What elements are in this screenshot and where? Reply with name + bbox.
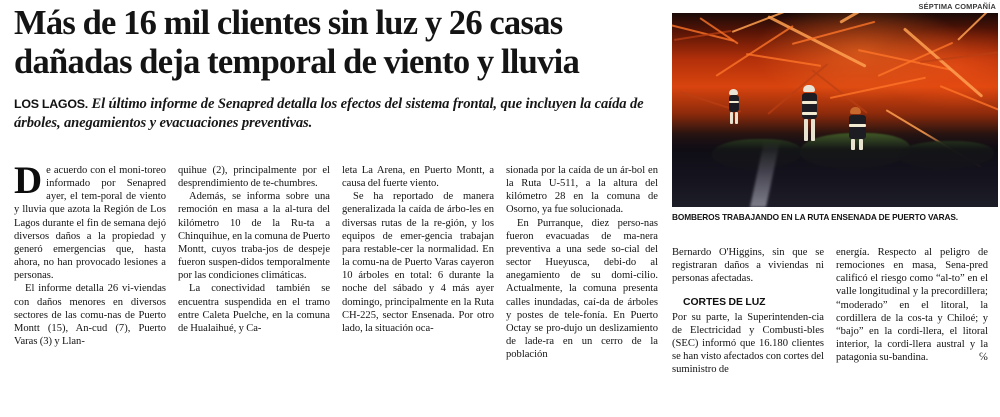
section-subheading: CORTES DE LUZ <box>683 297 766 309</box>
body-column-3: leta La Arena, en Puerto Montt, a causa … <box>342 164 494 335</box>
end-mark-ornament: ℅ <box>978 351 988 364</box>
body-column-6: energía. Respecto al peligro de remocion… <box>836 246 988 364</box>
paragraph: Además, se informa sobre una remoción en… <box>178 190 330 282</box>
firefighter-figure <box>800 85 820 143</box>
photo-credit: SÉPTIMA COMPAÑÍA <box>918 2 996 11</box>
headline-line-2: dañadas deja temporal de viento y lluvia <box>14 43 580 82</box>
paragraph: El informe detalla 26 vi-viendas con dañ… <box>14 282 166 348</box>
headline: Más de 16 mil clientes sin luz y 26 casa… <box>14 4 664 82</box>
paragraph: sionada por la caída de un ár-bol en la … <box>506 164 658 217</box>
paragraph: En Purranque, diez perso-nas fueron evac… <box>506 217 658 362</box>
paragraph: Bernardo O'Higgins, sin que se registrar… <box>672 246 824 285</box>
kicker-location-label: LOS LAGOS. <box>14 97 88 112</box>
firefighter-figure <box>728 89 742 125</box>
paragraph-text: La conectividad también se encuentra sus… <box>178 283 330 334</box>
paragraph-text: Además, se informa sobre una remoción en… <box>178 191 330 282</box>
paragraph-text: En Purranque, diez perso-nas fueron evac… <box>506 217 658 361</box>
paragraph: Se ha reportado de manera generalizada l… <box>342 190 494 335</box>
paragraph-text: e acuerdo con el moni-toreo informado po… <box>14 165 166 282</box>
paragraph-text: Por su parte, la Superintenden-cia de El… <box>672 311 824 376</box>
paragraph: Por su parte, la Superintenden-cia de El… <box>672 311 824 377</box>
article-photo <box>672 13 998 207</box>
body-column-5: Bernardo O'Higgins, sin que se registrar… <box>672 246 824 376</box>
paragraph-text: energía. Respecto al peligro de remocion… <box>836 247 988 364</box>
photo-caption: BOMBEROS TRABAJANDO EN LA RUTA ENSENADA … <box>672 212 958 222</box>
headline-zone: Más de 16 mil clientes sin luz y 26 casa… <box>14 4 664 132</box>
body-column-4: sionada por la caída de un ár-bol en la … <box>506 164 658 361</box>
wet-road <box>672 133 998 207</box>
paragraph-text: Se ha reportado de manera generalizada l… <box>342 191 494 334</box>
drop-cap: D <box>14 159 43 202</box>
standfirst: LOS LAGOS. El último informe de Senapred… <box>14 95 664 132</box>
paragraph: La conectividad también se encuentra sus… <box>178 282 330 335</box>
paragraph-text: Bernardo O'Higgins, sin que se registrar… <box>672 247 824 285</box>
paragraph: leta La Arena, en Puerto Montt, a causa … <box>342 164 494 190</box>
kicker-summary-text: El último informe de Senapred detalla lo… <box>14 96 644 131</box>
paragraph: quihue (2), principalmente por el despre… <box>178 164 330 190</box>
paragraph-text: El informe detalla 26 vi-viendas con dañ… <box>14 283 166 348</box>
paragraph-text: leta La Arena, en Puerto Montt, a causa … <box>342 165 494 190</box>
paragraph-text: quihue (2), principalmente por el despre… <box>178 165 330 190</box>
firefighter-figure <box>848 107 870 151</box>
paragraph-text: sionada por la caída de un ár-bol en la … <box>506 165 658 216</box>
headline-line-1: Más de 16 mil clientes sin luz y 26 casa… <box>14 4 563 42</box>
paragraph: energía. Respecto al peligro de remocion… <box>836 246 988 364</box>
body-column-2: quihue (2), principalmente por el despre… <box>178 164 330 335</box>
